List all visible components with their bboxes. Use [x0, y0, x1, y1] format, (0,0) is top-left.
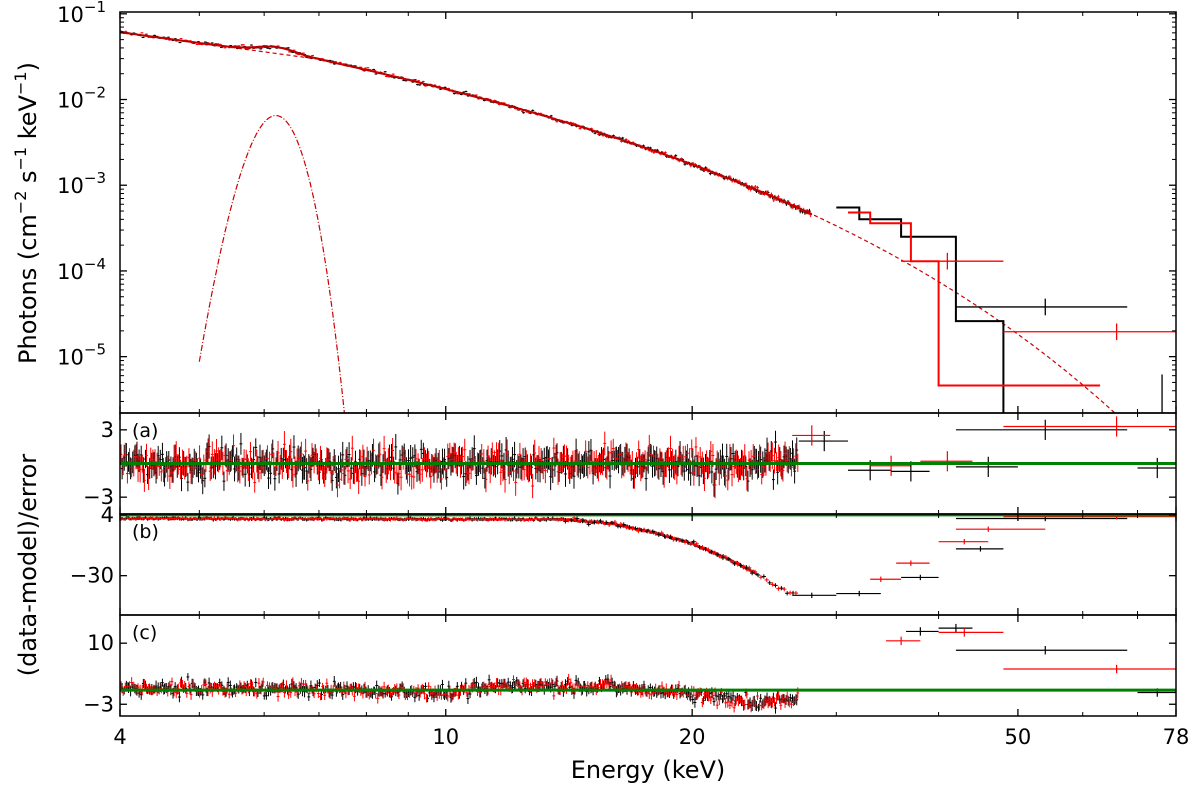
residual-plot-b [120, 514, 1176, 599]
residual-plot-c [120, 623, 1176, 714]
residual-plot-a [120, 416, 1176, 499]
binned-model-step [848, 211, 1101, 387]
model-total-line [120, 31, 813, 216]
continuum-component-line [120, 31, 1116, 413]
spectrum-plot [120, 30, 1176, 413]
gaussian-line-component [198, 115, 345, 413]
data-layer [120, 30, 1176, 714]
binned-model-step [836, 206, 1005, 413]
